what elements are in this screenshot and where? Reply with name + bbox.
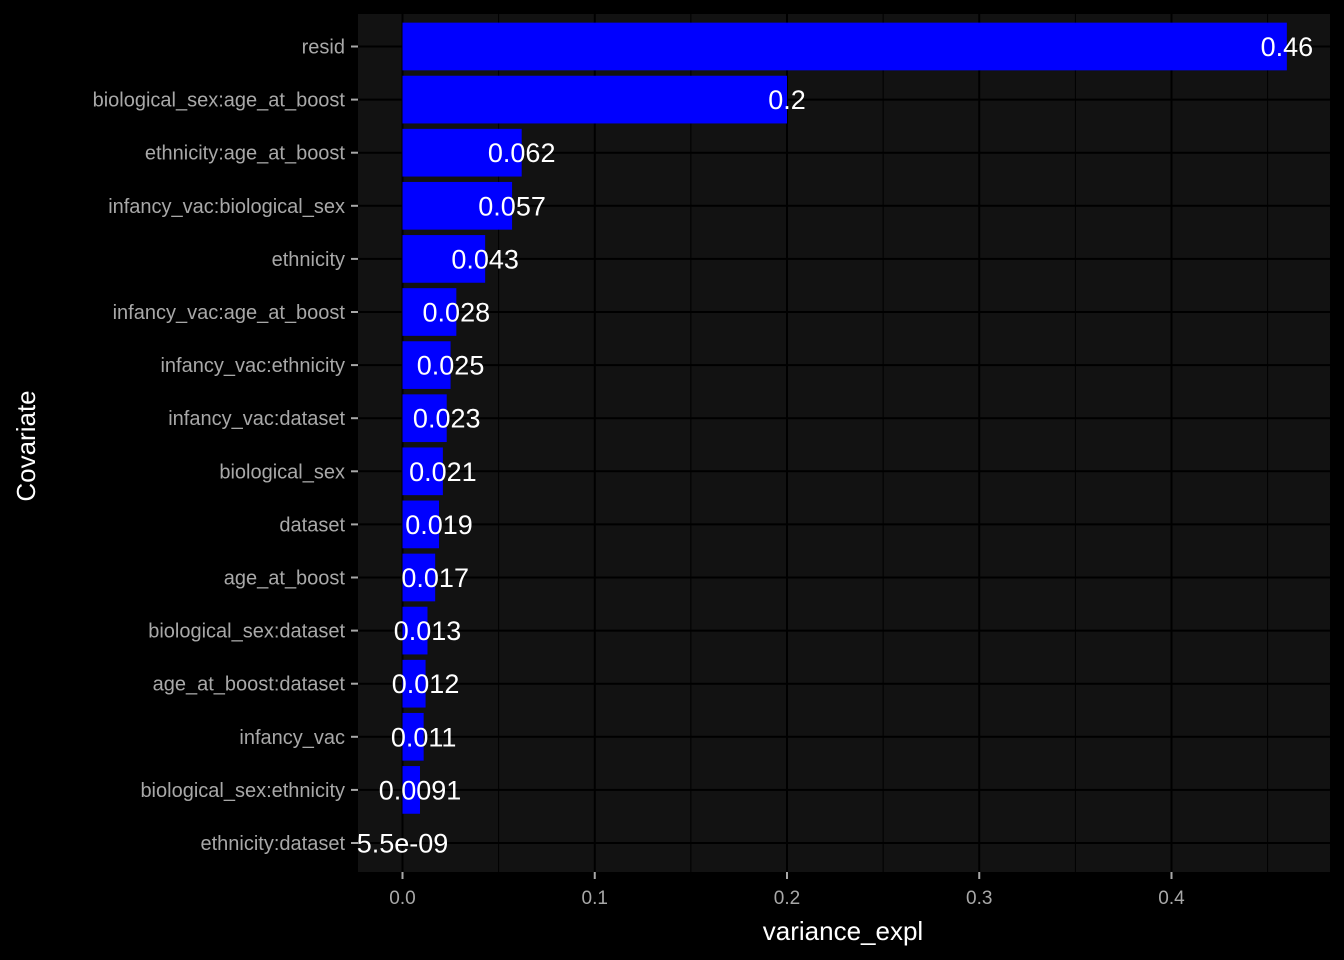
bar <box>402 394 447 443</box>
y-tick-label: age_at_boost <box>224 568 346 590</box>
bar <box>402 341 451 389</box>
x-tick-label: 0.2 <box>774 888 800 909</box>
bar <box>402 22 1287 71</box>
data-label: 0.028 <box>423 298 491 328</box>
y-tick-label: infancy_vac:biological_sex <box>108 196 345 218</box>
bar <box>402 606 428 655</box>
data-label: 0.021 <box>409 457 477 487</box>
data-label: 0.019 <box>405 510 473 540</box>
bar <box>402 235 486 283</box>
x-tick-label: 0.0 <box>389 888 415 909</box>
x-tick-label: 0.1 <box>582 888 608 909</box>
data-label: 0.011 <box>391 722 457 752</box>
bar <box>402 500 440 549</box>
y-axis: resid biological_sex:age_at_boost ethnicit… <box>93 37 358 855</box>
data-label: 0.062 <box>488 138 556 168</box>
data-label: 0.0091 <box>379 775 462 805</box>
data-label: 0.012 <box>392 669 460 699</box>
bar <box>402 447 443 496</box>
bar <box>402 712 424 761</box>
bar <box>402 128 522 177</box>
y-tick-label: ethnicity:age_at_boost <box>145 143 346 165</box>
y-tick-label: dataset <box>279 514 345 536</box>
data-label: 0.017 <box>401 563 469 593</box>
x-tick-label: 0.3 <box>966 888 992 909</box>
y-tick-label: infancy_vac:ethnicity <box>160 355 345 377</box>
y-tick-label: infancy_vac <box>239 727 345 749</box>
data-label: 0.023 <box>413 404 481 434</box>
bar <box>402 75 787 124</box>
data-label: 0.057 <box>478 191 546 221</box>
y-tick-label: age_at_boost:dataset <box>153 674 346 696</box>
data-labels: 0.46 0.2 0.062 0.057 0.043 0.028 0.025 0.023 0.0… <box>357 32 1313 859</box>
x-tick-label: 0.4 <box>1158 888 1185 909</box>
y-axis-title: Covariate <box>11 390 41 501</box>
x-axis: 0.0 0.1 0.2 0.3 0.4 <box>389 872 1185 909</box>
y-tick-label: resid <box>302 37 345 59</box>
data-label: 0.013 <box>394 616 462 646</box>
bar <box>402 659 426 708</box>
data-label: 0.46 <box>1261 32 1314 62</box>
bar <box>402 553 436 602</box>
y-tick-label: infancy_vac:age_at_boost <box>113 302 346 324</box>
bar <box>402 288 457 336</box>
data-label: 0.043 <box>451 244 519 274</box>
data-label: 5.5e-09 <box>357 829 449 859</box>
bars <box>402 22 1287 814</box>
x-axis-title: variance_expl <box>763 916 923 946</box>
data-label: 0.2 <box>768 85 806 115</box>
bar <box>402 181 513 230</box>
y-tick-label: ethnicity <box>272 249 345 271</box>
y-tick-label: biological_sex:dataset <box>148 621 345 643</box>
y-tick-label: infancy_vac:dataset <box>168 408 345 430</box>
bar <box>402 766 420 814</box>
y-tick-label: biological_sex <box>219 461 345 483</box>
data-label: 0.025 <box>417 351 485 381</box>
y-tick-label: ethnicity:dataset <box>200 833 345 855</box>
y-tick-label: biological_sex:age_at_boost <box>93 90 346 112</box>
y-tick-label: biological_sex:ethnicity <box>140 780 345 802</box>
